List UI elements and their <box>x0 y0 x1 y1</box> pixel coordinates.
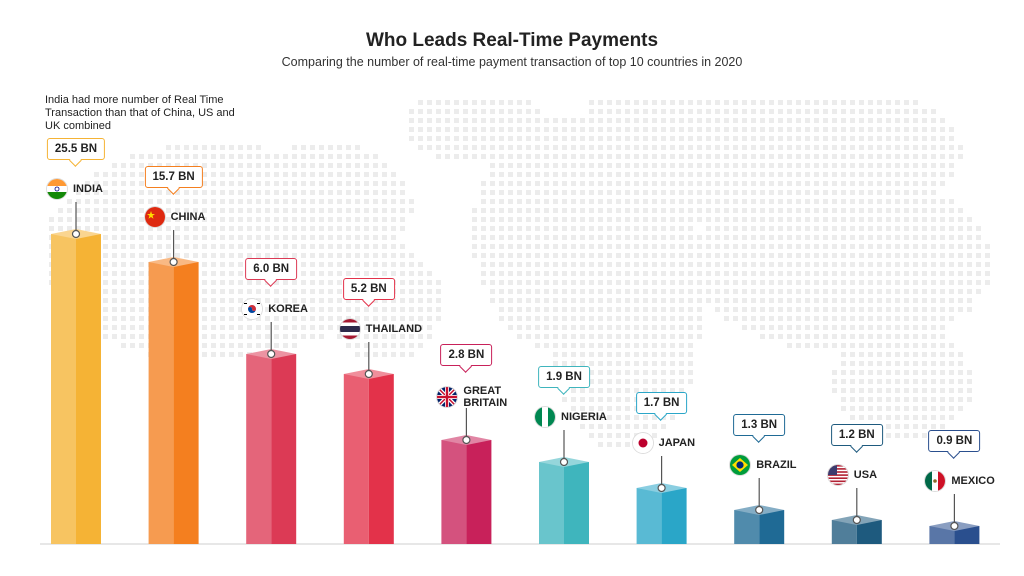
country-label-china: CHINA <box>144 207 206 227</box>
country-name: CHINA <box>170 211 206 223</box>
country-label-india: INDIA <box>47 179 103 199</box>
india-flag-icon <box>47 179 67 199</box>
bar-usa <box>831 488 882 544</box>
country-name: USA <box>853 469 878 481</box>
bar-face-dark <box>954 526 980 544</box>
country-name: MEXICO <box>951 475 995 487</box>
bar-nigeria <box>539 430 589 544</box>
bar-brazil <box>734 478 785 544</box>
bar-dot <box>462 435 471 445</box>
thailand-flag-icon <box>339 319 360 339</box>
country-label-mexico: MEXICO <box>925 471 995 491</box>
value-label-india: 25.5 BN <box>46 138 106 160</box>
mexico-flag-icon <box>925 471 946 491</box>
value-label-great-britain: 2.8 BN <box>440 344 493 366</box>
country-name: GREAT BRITAIN <box>463 385 508 409</box>
value-label-china: 15.7 BN <box>144 166 203 188</box>
bar-dot <box>364 369 373 379</box>
country-name: NIGERIA <box>561 411 607 423</box>
bar-face-light <box>51 234 76 544</box>
bar-face-dark <box>466 440 492 544</box>
bar-face-light <box>343 374 369 544</box>
value-label-usa: 1.2 BN <box>830 424 883 446</box>
value-label-mexico: 0.9 BN <box>928 430 981 452</box>
country-label-brazil: BRAZIL <box>730 455 797 475</box>
bar-thailand <box>343 342 394 544</box>
bar-china <box>148 230 199 544</box>
bar-dot <box>267 349 276 359</box>
uk-flag-icon <box>437 387 458 407</box>
country-name: JAPAN <box>658 437 696 449</box>
china-flag-icon <box>144 207 165 227</box>
bar-face-dark <box>76 234 101 544</box>
bar-dot <box>559 457 569 467</box>
bars <box>51 202 980 544</box>
country-label-korea: KOREA <box>242 299 308 319</box>
bar-face-dark <box>271 354 297 544</box>
value-label-brazil: 1.3 BN <box>733 414 786 436</box>
country-label-thailand: THAILAND <box>339 319 423 339</box>
bar-dot <box>657 483 666 493</box>
world-map-background <box>49 100 990 447</box>
bar-face-light <box>929 526 955 544</box>
bar-dot <box>169 257 178 267</box>
bar-face-light <box>636 488 662 544</box>
nigeria-flag-icon <box>535 407 555 427</box>
india-annotation: India had more number of Real Time Trans… <box>45 94 235 132</box>
country-name: BRAZIL <box>756 459 797 471</box>
bar-face-dark <box>564 462 589 544</box>
country-label-japan: JAPAN <box>632 433 696 453</box>
bar-face-light <box>539 462 564 544</box>
bar-dot <box>71 229 81 239</box>
value-label-nigeria: 1.9 BN <box>538 366 590 388</box>
bar-face-light <box>148 262 174 544</box>
bar-mexico <box>929 494 980 544</box>
country-label-usa: USA <box>827 465 878 485</box>
bar-japan <box>636 456 687 544</box>
country-label-great-britain: GREAT BRITAIN <box>437 385 523 409</box>
bar-india <box>51 202 101 544</box>
bar-face-dark <box>661 488 687 544</box>
country-name: THAILAND <box>365 323 423 335</box>
usa-flag-icon <box>827 465 848 485</box>
chart-subtitle: Comparing the number of real-time paymen… <box>281 55 743 69</box>
bar-dot <box>852 515 861 525</box>
value-label-japan: 1.7 BN <box>635 392 688 414</box>
bar-face-dark <box>368 374 394 544</box>
brazil-flag-icon <box>730 455 751 475</box>
bar-great-britain <box>441 408 492 544</box>
value-label-thailand: 5.2 BN <box>342 278 395 300</box>
bar-face-dark <box>173 262 199 544</box>
bar-face-dark <box>759 510 785 544</box>
bar-face-light <box>441 440 467 544</box>
country-name: KOREA <box>268 303 308 315</box>
bar-korea <box>246 322 297 544</box>
bar-face-light <box>246 354 272 544</box>
country-label-nigeria: NIGERIA <box>535 407 607 427</box>
bar-dot <box>950 521 959 531</box>
korea-flag-icon <box>242 299 263 319</box>
japan-flag-icon <box>632 433 653 453</box>
country-name: INDIA <box>73 183 103 195</box>
chart-title: Who Leads Real-Time Payments <box>365 30 659 51</box>
value-label-korea: 6.0 BN <box>245 258 298 280</box>
bar-face-light <box>734 510 760 544</box>
bar-dot <box>755 505 764 515</box>
